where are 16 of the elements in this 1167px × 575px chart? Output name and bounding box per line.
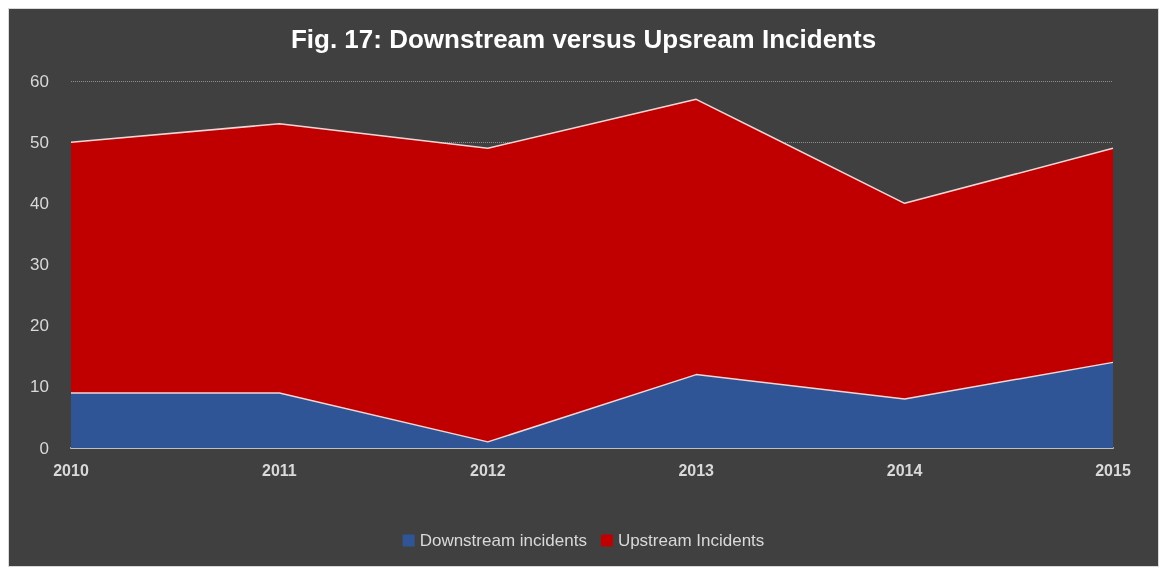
x-tick-label: 2011 xyxy=(262,461,297,479)
x-tick-label: 2014 xyxy=(886,461,923,479)
legend-label: Downstream incidents xyxy=(419,531,587,550)
chart-title: Fig. 17: Downstream versus Upsream Incidents xyxy=(290,24,877,54)
y-tick-label: 20 xyxy=(30,316,49,336)
x-tick-label: 2010 xyxy=(53,461,89,479)
legend-label: Upstream Incidents xyxy=(617,531,765,550)
y-tick-label: 10 xyxy=(30,377,49,397)
y-tick-label: 30 xyxy=(30,255,49,274)
y-tick-label: 0 xyxy=(39,438,49,458)
x-tick-label: 2015 xyxy=(1095,461,1131,479)
x-tick-label: 2012 xyxy=(470,461,506,479)
y-tick-label: 60 xyxy=(30,71,49,91)
y-tick-label: 50 xyxy=(30,132,49,152)
y-tick-label: 40 xyxy=(30,193,49,213)
x-tick-label: 2013 xyxy=(678,461,715,479)
